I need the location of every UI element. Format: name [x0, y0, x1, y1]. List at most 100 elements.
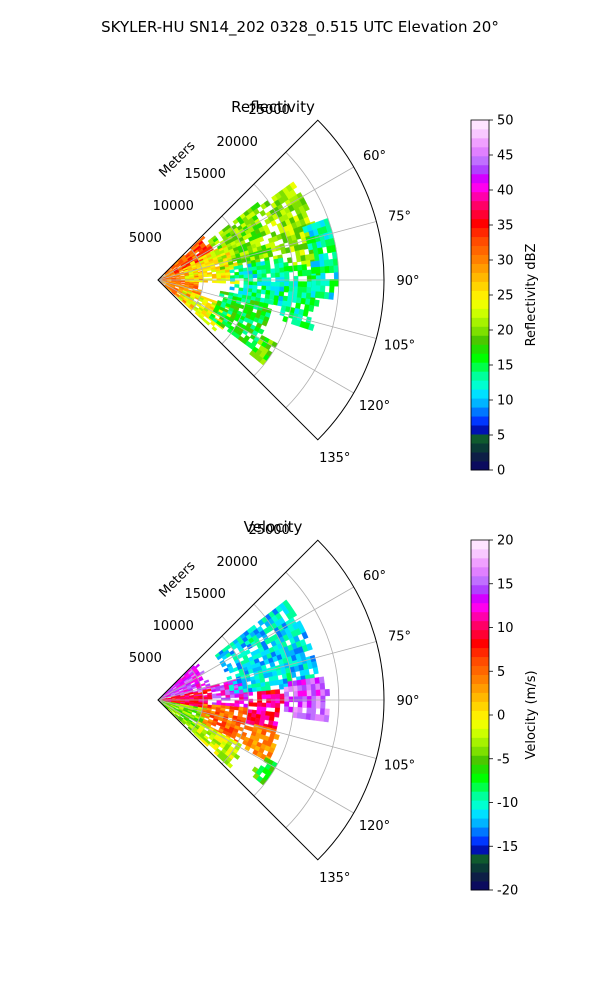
echo-cell [320, 702, 326, 710]
colorbar-swatch [471, 173, 489, 184]
echo-cell [207, 696, 213, 700]
colorbar-swatch [471, 647, 489, 658]
colorbar-swatch [471, 200, 489, 211]
echo-cell [314, 260, 321, 268]
echo-cell [289, 609, 298, 618]
echo-cell [320, 695, 326, 703]
colorbar-swatch [471, 593, 489, 604]
echo-cell [314, 291, 321, 299]
colorbar-swatch [471, 755, 489, 765]
echo-cell [211, 722, 217, 727]
colorbar-swatch [471, 683, 489, 693]
echo-cell [248, 698, 254, 703]
echo-cell [306, 707, 312, 715]
colorbar-tick-label: -15 [497, 840, 518, 855]
echo-cell [315, 689, 321, 697]
colorbar-swatch [471, 665, 489, 676]
colorbar-swatch [471, 155, 489, 166]
echo-cell [225, 694, 231, 699]
echo-cell [268, 299, 274, 306]
echo-cell [257, 694, 263, 700]
echo-cell [180, 720, 186, 725]
echo-cell [216, 702, 222, 706]
echo-cell [311, 285, 317, 292]
colorbar-swatch [471, 353, 489, 363]
echo-cell [243, 693, 249, 698]
echo-cell [234, 700, 240, 704]
colorbar-swatch [471, 719, 489, 729]
range-tick-label: 15000 [185, 587, 226, 602]
colorbar-swatch [471, 362, 489, 372]
echo-cell [256, 269, 263, 275]
echo-cell [189, 280, 195, 283]
colorbar-tick-label: 25 [497, 289, 514, 304]
echo-cell [301, 264, 308, 271]
echo-cell [265, 268, 272, 274]
sector-frame [157, 539, 385, 861]
colorbar-swatch [471, 836, 489, 846]
echo-cell [296, 712, 303, 719]
echo-cell [297, 707, 303, 714]
echo-cell [302, 269, 308, 277]
echo-cell [261, 269, 267, 275]
echo-cell [265, 685, 271, 691]
echo-cell [251, 266, 258, 271]
echo-cell [252, 273, 258, 279]
echo-cell [267, 251, 274, 258]
echo-cell [302, 696, 308, 703]
echo-cell [310, 683, 317, 691]
echo-cell [234, 271, 240, 276]
echo-cell [233, 689, 240, 694]
echo-cell [257, 281, 263, 287]
echo-cell [243, 284, 249, 289]
colorbar-swatch [471, 308, 489, 318]
echo-cell [255, 682, 262, 688]
echo-cell [297, 696, 303, 703]
colorbar-swatch [471, 548, 489, 559]
echo-cell [233, 753, 241, 760]
echo-cell [288, 281, 294, 287]
colorbar-swatch [471, 191, 489, 202]
colorbar-swatch [471, 692, 489, 702]
echo-cell [198, 276, 204, 280]
echo-cell [242, 688, 249, 693]
echo-cell [320, 285, 326, 293]
colorbar-tick-label: -10 [497, 796, 518, 811]
echo-cell [272, 235, 279, 243]
echo-cell [233, 706, 240, 711]
echo-cell [284, 271, 290, 277]
colorbar-swatch [471, 218, 489, 229]
colorbar-swatch [471, 818, 489, 828]
colorbar-tick-label: 5 [497, 665, 505, 680]
echo-cell [283, 266, 290, 272]
echo-cell [299, 249, 306, 257]
echo-cell [288, 696, 294, 703]
colorbar-swatch [471, 425, 489, 435]
echo-cell [219, 322, 226, 329]
echo-cell [306, 269, 312, 277]
colorbar-tick-label: 40 [497, 184, 514, 199]
colorbar-swatch [471, 746, 489, 756]
echo-cell [333, 279, 340, 287]
echo-cell [311, 689, 317, 697]
echo-cell [319, 708, 326, 716]
azimuth-spoke [157, 279, 377, 339]
echo-cell [226, 675, 233, 681]
colorbar-swatch [471, 344, 489, 354]
echo-cell [174, 271, 180, 275]
echo-cell [256, 706, 262, 712]
echo-cell [305, 259, 312, 267]
colorbar: -20 -15 -10 -5 0 5 10 15 20 Velocity (m/s) [470, 534, 539, 899]
colorbar-tick-label: 35 [497, 219, 514, 234]
echo-cell [306, 684, 312, 691]
echo-cell [234, 280, 240, 285]
echo-cell [261, 320, 268, 327]
colorbar-swatch [471, 800, 489, 810]
echo-cell [211, 275, 217, 279]
colorbar-tick-label: 15 [497, 359, 514, 374]
colorbar-swatch [471, 575, 489, 586]
colorbar-swatch [471, 611, 489, 622]
echo-cell [301, 292, 307, 299]
echo-cell [256, 686, 262, 692]
